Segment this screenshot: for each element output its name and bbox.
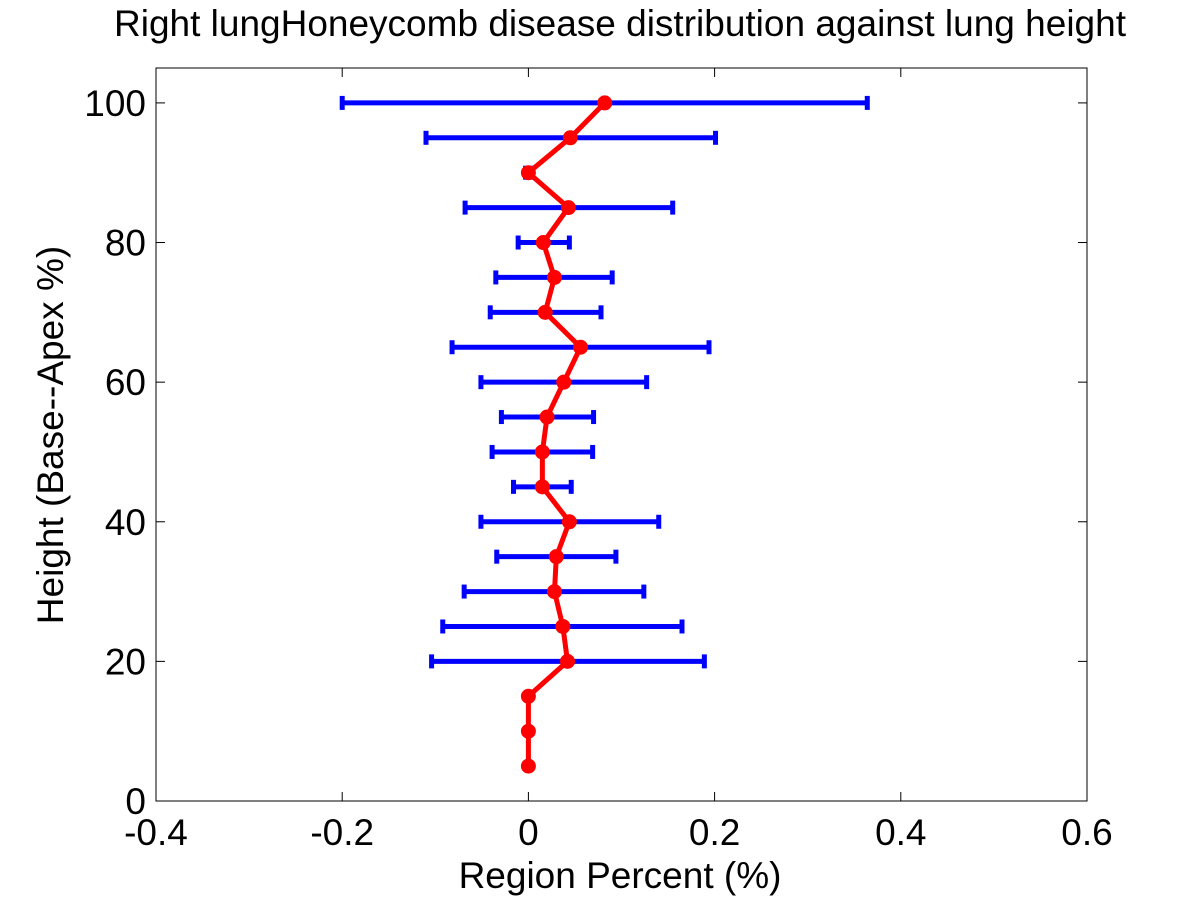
mean-point xyxy=(537,304,553,320)
mean-point xyxy=(546,584,562,600)
mean-point xyxy=(560,200,576,216)
y-tick-label: 40 xyxy=(105,502,146,543)
mean-point xyxy=(573,339,589,355)
y-tick-label: 20 xyxy=(105,641,146,682)
x-tick-label: 0.6 xyxy=(1061,812,1112,853)
mean-point xyxy=(520,758,536,774)
mean-point xyxy=(597,95,613,111)
x-axis: -0.4 -0.2 0 0.2 0.4 0.6 xyxy=(124,68,1113,853)
mean-point xyxy=(548,549,564,565)
mean-point xyxy=(520,165,536,181)
mean-point xyxy=(555,618,571,634)
mean-point xyxy=(534,444,550,460)
mean-point xyxy=(556,374,572,390)
mean-point xyxy=(561,514,577,530)
mean-point xyxy=(535,235,551,251)
y-axis-label: Height (Base--Apex %) xyxy=(30,246,71,624)
mean-point xyxy=(560,653,576,669)
x-tick-label: -0.2 xyxy=(310,812,374,853)
y-tick-label: 100 xyxy=(84,83,146,124)
y-axis: 0 20 40 60 80 100 xyxy=(84,83,1087,822)
y-tick-label: 60 xyxy=(105,362,146,403)
mean-point xyxy=(534,479,550,495)
y-tick-label: 0 xyxy=(125,781,146,822)
mean-point xyxy=(539,409,555,425)
chart-title: Right lungHoneycomb disease distribution… xyxy=(114,3,1127,44)
x-tick-label: 0.2 xyxy=(689,812,740,853)
mean-point xyxy=(546,269,562,285)
x-tick-label: -0.4 xyxy=(124,812,188,853)
mean-point xyxy=(562,130,578,146)
x-tick-label: 0.4 xyxy=(875,812,926,853)
mean-point xyxy=(520,723,536,739)
mean-point xyxy=(520,688,536,704)
x-tick-label: 0 xyxy=(518,812,539,853)
mean-series xyxy=(520,95,613,774)
plot-area-frame xyxy=(155,67,1088,802)
y-tick-label: 80 xyxy=(105,223,146,264)
x-axis-label: Region Percent (%) xyxy=(459,855,782,896)
